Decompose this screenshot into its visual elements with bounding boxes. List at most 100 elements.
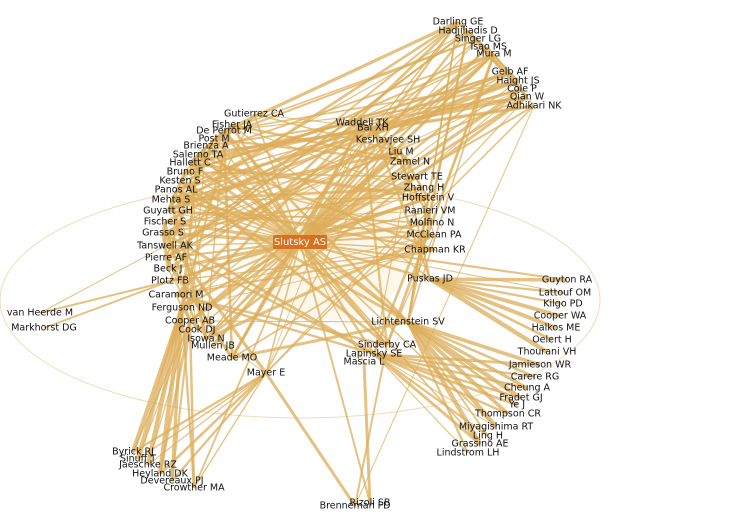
node-label[interactable]: Bai XH bbox=[357, 123, 389, 134]
node-label[interactable]: Ranieri VM bbox=[405, 206, 456, 217]
node-label[interactable]: Halkos ME bbox=[532, 323, 581, 334]
node-label[interactable]: Markhorst DG bbox=[11, 323, 77, 334]
node-label[interactable]: Singer LG bbox=[455, 34, 501, 45]
node-label[interactable]: De Perrot M bbox=[196, 126, 252, 137]
node-label[interactable]: Panos AL bbox=[155, 185, 198, 196]
node-label[interactable]: Liu M bbox=[388, 147, 413, 158]
node-label[interactable]: Zhang H bbox=[404, 183, 445, 194]
node-label[interactable]: Salerno TA bbox=[173, 150, 224, 161]
edge bbox=[429, 277, 561, 318]
node-label[interactable]: Beck J bbox=[154, 264, 183, 275]
node-label[interactable]: Cooper AB bbox=[165, 316, 215, 327]
node-label[interactable]: Post M bbox=[198, 134, 229, 145]
node-label[interactable]: Bruno F bbox=[167, 167, 204, 178]
node-label[interactable]: Stewart TE bbox=[391, 172, 443, 183]
node-label[interactable]: Mayer E bbox=[247, 368, 285, 379]
node-label[interactable]: Guyton RA bbox=[542, 275, 593, 286]
node-label[interactable]: Gutierrez CA bbox=[224, 109, 285, 120]
node-label[interactable]: Tsao MS bbox=[468, 42, 507, 53]
node-label[interactable]: Brenneman FD bbox=[320, 501, 391, 512]
edge bbox=[175, 21, 459, 296]
edge bbox=[299, 240, 568, 282]
edge bbox=[147, 372, 267, 466]
node-label[interactable]: Oelert H bbox=[532, 335, 572, 346]
node-label[interactable]: Puskas JD bbox=[407, 274, 453, 285]
edge bbox=[428, 30, 470, 212]
node-label[interactable]: Sinuff T bbox=[120, 454, 156, 465]
node-label[interactable]: Kesten S bbox=[159, 176, 200, 187]
node-label[interactable]: Caramori M bbox=[148, 290, 203, 301]
edge bbox=[189, 79, 519, 165]
node-label[interactable]: Mullen JB bbox=[191, 341, 235, 352]
node-label[interactable]: Fischer S bbox=[144, 217, 186, 228]
node-label[interactable]: Lindstrom LH bbox=[437, 448, 500, 459]
node-label[interactable]: Ye J bbox=[508, 400, 525, 411]
node-label[interactable]: Grasso S bbox=[142, 228, 184, 239]
node-label[interactable]: Lichtenstein SV bbox=[371, 317, 445, 328]
node-label[interactable]: Isowa N bbox=[187, 334, 224, 345]
node-label[interactable]: Heyland DK bbox=[132, 469, 188, 480]
edge bbox=[386, 234, 435, 346]
node-label[interactable]: Ferguson ND bbox=[152, 303, 213, 314]
node-label[interactable]: Pierre AF bbox=[145, 253, 187, 264]
node-label[interactable]: Mehta S bbox=[152, 195, 191, 206]
node-label[interactable]: Darling GE bbox=[433, 17, 484, 28]
node-label[interactable]: Keshavjee SH bbox=[356, 135, 421, 146]
node-label[interactable]: Jamieson WR bbox=[508, 360, 572, 371]
node-label[interactable]: McClean PA bbox=[406, 230, 462, 241]
node-label[interactable]: Fisher JA bbox=[212, 120, 253, 131]
node-label[interactable]: Ling H bbox=[473, 431, 503, 442]
node-label[interactable]: Byrick RJ bbox=[112, 447, 154, 458]
node-label[interactable]: Fradet GJ bbox=[499, 393, 542, 404]
node-label[interactable]: Carere RG bbox=[511, 372, 560, 383]
node-label[interactable]: Waddell TK bbox=[336, 118, 390, 129]
edge bbox=[180, 307, 196, 489]
node-label[interactable]: Kilgo PD bbox=[543, 299, 582, 310]
node-label[interactable]: Hadjiliadis D bbox=[438, 26, 497, 37]
node-label[interactable]: Mura M bbox=[476, 49, 511, 60]
edge bbox=[189, 53, 495, 322]
node-label[interactable]: Devereaux PJ bbox=[140, 476, 203, 487]
node-label[interactable]: Crowther MA bbox=[163, 483, 225, 494]
edge bbox=[165, 71, 511, 259]
node-label[interactable]: Haight JS bbox=[496, 76, 539, 87]
node-label[interactable]: Cole P bbox=[507, 84, 537, 95]
node-label[interactable]: Sinderby CA bbox=[358, 340, 417, 351]
edge bbox=[43, 280, 171, 329]
node-label[interactable]: Cooper WA bbox=[534, 311, 587, 322]
node-label[interactable]: Slutsky AS bbox=[274, 237, 326, 248]
node-label[interactable]: Molfino N bbox=[410, 218, 455, 229]
node-label[interactable]: Gelb AF bbox=[492, 67, 529, 78]
node-label[interactable]: Adhikari NK bbox=[506, 101, 562, 112]
node-label[interactable]: Lattouf OM bbox=[539, 288, 591, 299]
edge bbox=[39, 245, 166, 314]
node-label[interactable]: van Heerde M bbox=[7, 308, 73, 319]
node-label[interactable]: Tanswell AK bbox=[136, 241, 193, 252]
node-label[interactable]: Hallett C bbox=[169, 158, 211, 169]
edge bbox=[188, 129, 226, 165]
node-label[interactable]: Qian W bbox=[510, 92, 545, 103]
edge bbox=[429, 277, 557, 330]
edge bbox=[299, 95, 528, 244]
node-label[interactable]: Cook DJ bbox=[179, 325, 216, 336]
node-label[interactable]: Grassino AE bbox=[452, 439, 509, 450]
node-label[interactable]: Thourani VH bbox=[517, 347, 577, 358]
node-label[interactable]: Zamel N bbox=[390, 157, 430, 168]
node-label[interactable]: Hoffstein V bbox=[402, 193, 455, 204]
node-label[interactable]: Guyatt GH bbox=[143, 206, 193, 217]
node-label[interactable]: Chapman KR bbox=[404, 245, 466, 256]
node-label[interactable]: Miyagishima RT bbox=[459, 422, 534, 433]
node-label[interactable]: Rizoli SB bbox=[350, 498, 391, 509]
edge bbox=[205, 175, 418, 341]
node-label[interactable]: Meade MO bbox=[207, 353, 257, 364]
node-label[interactable]: Brienza A bbox=[183, 141, 229, 152]
node-label[interactable]: Mascia L bbox=[344, 357, 386, 368]
edge bbox=[184, 171, 435, 236]
node-label[interactable]: Plotz FB bbox=[151, 276, 189, 287]
node-label[interactable]: Jaeschke RZ bbox=[118, 460, 177, 471]
node-label[interactable]: Cheung A bbox=[504, 383, 551, 394]
node-label[interactable]: Thompson CR bbox=[474, 409, 541, 420]
node-label[interactable]: Lapinsky SE bbox=[346, 349, 403, 360]
